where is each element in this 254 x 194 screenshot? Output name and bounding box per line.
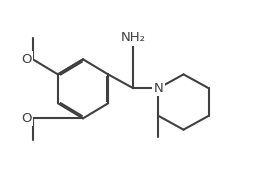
Text: O: O: [21, 112, 31, 125]
Text: NH₂: NH₂: [121, 31, 146, 44]
Text: O: O: [21, 53, 31, 66]
Text: N: N: [153, 82, 163, 95]
